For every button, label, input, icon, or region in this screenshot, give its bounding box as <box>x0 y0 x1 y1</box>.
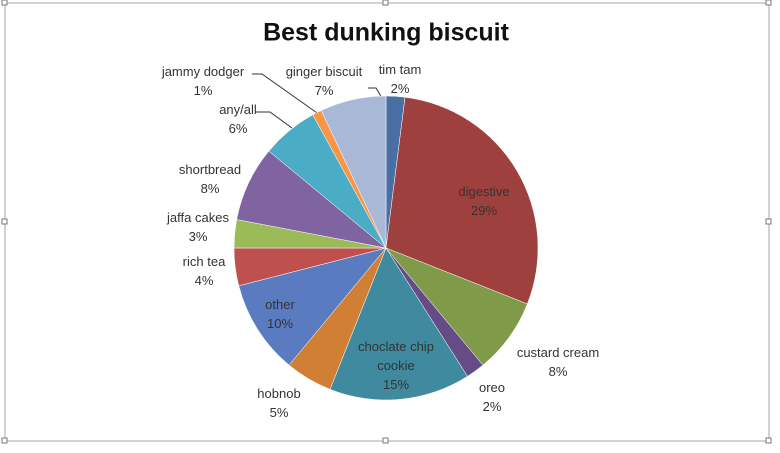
slice-name: custard cream <box>516 345 600 360</box>
slice-value: 2% <box>482 399 502 414</box>
slice-value: 29% <box>470 203 498 218</box>
slice-name: hobnob <box>257 386 301 401</box>
slice-value: 1% <box>193 83 213 98</box>
slice-value: 15% <box>382 377 410 392</box>
slice-value: 6% <box>228 121 248 136</box>
slice-name: oreo <box>478 380 506 395</box>
leader-lines <box>252 73 383 129</box>
pie-slice <box>320 95 387 249</box>
slice-name: any/all <box>219 102 257 117</box>
slice-label: hobnob 5% <box>224 384 334 422</box>
slice-name: ginger biscuit <box>285 64 363 79</box>
slice-name: choclate chip cookie <box>358 339 434 373</box>
slice-name: tim tam <box>378 62 422 77</box>
slice-value: 4% <box>194 273 214 288</box>
slice-label: tim tam 2% <box>345 60 455 98</box>
slice-name: jaffa cakes <box>167 210 229 225</box>
slice-label: shortbread 8% <box>155 160 265 198</box>
slice-label: rich tea 4% <box>149 252 259 290</box>
slice-value: 10% <box>266 316 294 331</box>
chart-title: Best dunking biscuit <box>263 19 510 47</box>
slice-label: any/all 6% <box>183 100 293 138</box>
pie-slice <box>385 96 539 305</box>
pie-slice <box>238 247 387 366</box>
slice-value: 7% <box>314 83 334 98</box>
slice-label: choclate chip cookie 15% <box>349 337 444 394</box>
slice-name: other <box>265 297 295 312</box>
handles <box>1 0 772 444</box>
slice-name: rich tea <box>182 254 226 269</box>
slice-label: oreo 2% <box>437 378 547 416</box>
pie-slice <box>329 247 468 401</box>
slice-value: 3% <box>188 229 208 244</box>
slice-label: jammy dodger 1% <box>148 62 258 100</box>
slice-name: jammy dodger <box>161 64 245 79</box>
slice-name: shortbread <box>178 162 242 177</box>
slice-label: ginger biscuit 7% <box>269 62 379 100</box>
slice-value: 8% <box>200 181 220 196</box>
slice-label: other 10% <box>225 295 335 333</box>
slice-name: digestive <box>458 184 510 199</box>
slice-value: 5% <box>269 405 289 420</box>
slice-label: jaffa cakes 3% <box>143 208 253 246</box>
slice-label: custard cream 8% <box>503 343 613 381</box>
slice-value: 2% <box>390 81 410 96</box>
slice-value: 8% <box>548 364 568 379</box>
slice-label: digestive 29% <box>429 182 539 220</box>
